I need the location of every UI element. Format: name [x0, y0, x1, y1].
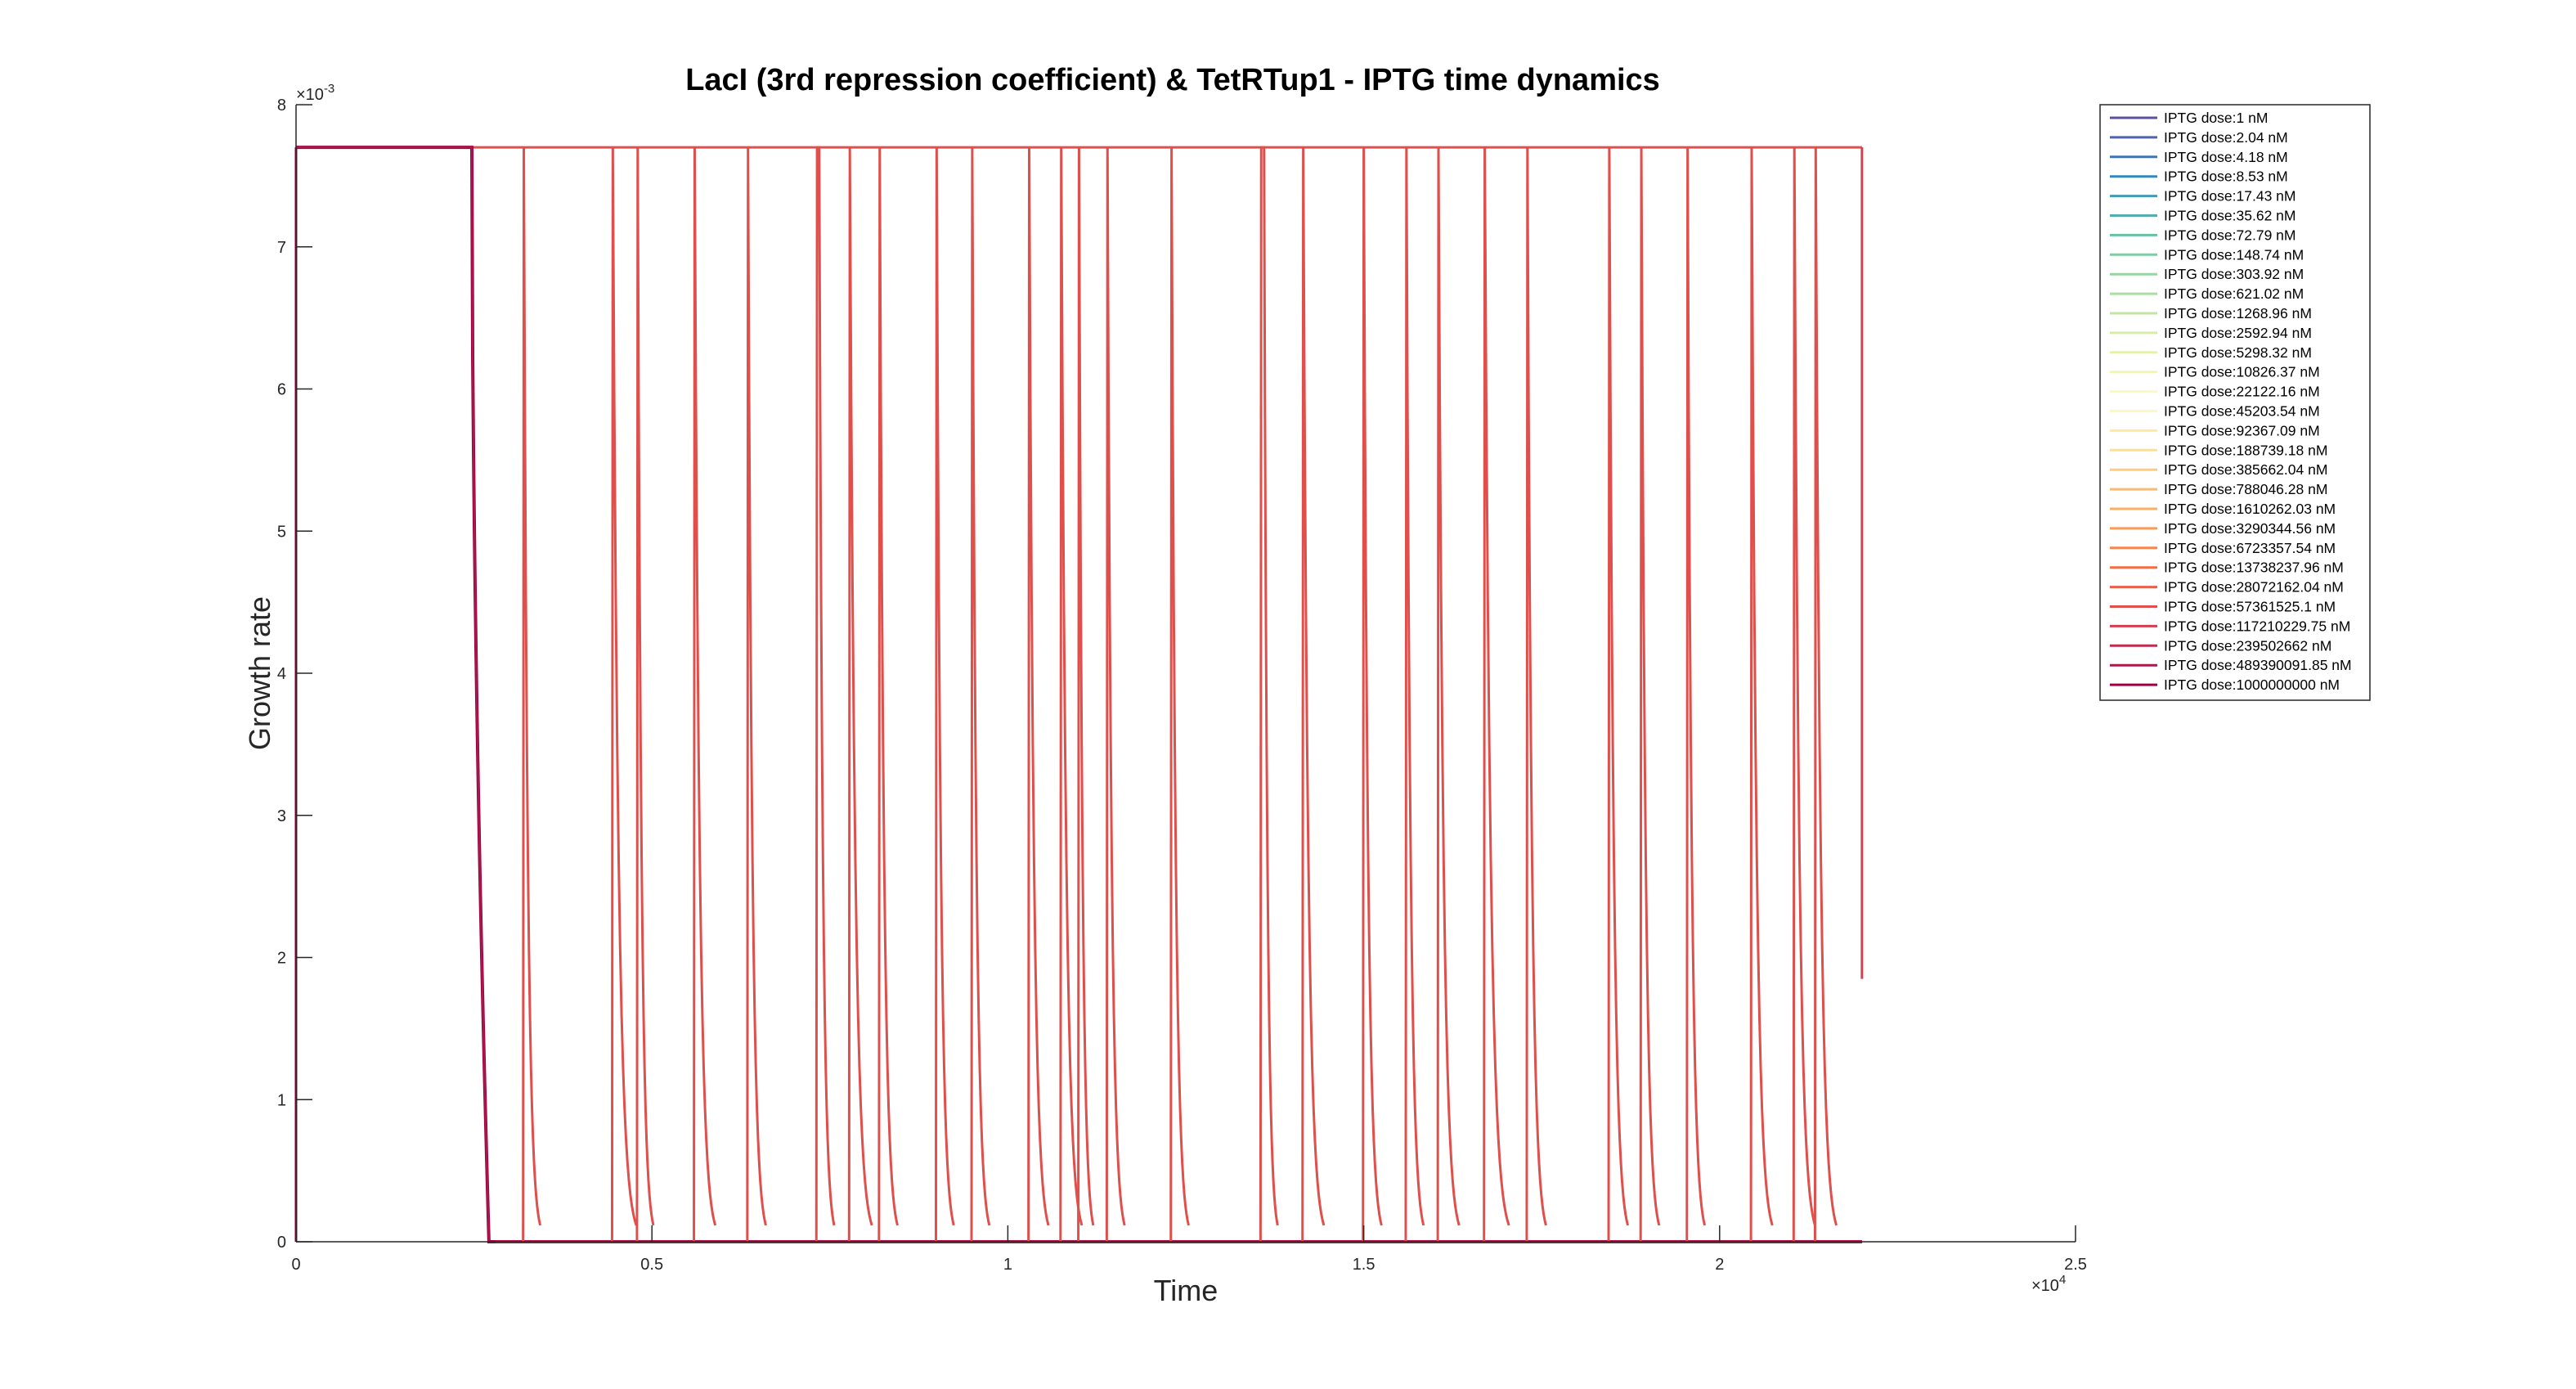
x-tick-label: 2: [1715, 1256, 1724, 1274]
x-axis-exponent: ×104: [2031, 1273, 2066, 1295]
series-line-pulse: [1105, 147, 1126, 1243]
x-tick-label: 0.5: [640, 1256, 663, 1274]
series-line-pulse: [1792, 147, 1816, 1243]
series-line-pulse: [1169, 147, 1190, 1243]
legend-entry-label: IPTG dose:148.74 nM: [2164, 246, 2304, 263]
series-line-pulse: [877, 147, 899, 1243]
x-axis-label: Time: [1154, 1274, 1218, 1307]
legend-entry-label: IPTG dose:10826.37 nM: [2164, 364, 2320, 380]
legend-entry-label: IPTG dose:35.62 nM: [2164, 208, 2296, 224]
series-line-pulse: [610, 147, 638, 1243]
x-tick-label: 1.5: [1353, 1256, 1376, 1274]
x-tick-label: 2.5: [2064, 1256, 2087, 1274]
legend-entry-label: IPTG dose:45203.54 nM: [2164, 403, 2320, 420]
legend-entry-label: IPTG dose:17.43 nM: [2164, 188, 2296, 205]
y-tick-label: 4: [277, 665, 286, 683]
legend-entry-label: IPTG dose:1000000000 nM: [2164, 677, 2340, 693]
legend: IPTG dose:1 nM IPTG dose:2.04 nM IPTG dose…: [2099, 104, 2371, 701]
legend-entry-label: IPTG dose:489390091.85 nM: [2164, 657, 2352, 673]
y-axis-label: Growth rate: [243, 596, 276, 750]
y-tick-label: 3: [277, 807, 286, 825]
series-line-pulse: [970, 147, 991, 1243]
series-line-pulse: [1813, 147, 1838, 1243]
legend-entry-label: IPTG dose:621.02 nM: [2164, 285, 2304, 302]
legend-entry-label: IPTG dose:2.04 nM: [2164, 129, 2288, 146]
series-line-pulse: [1362, 147, 1383, 1243]
legend-entry-label: IPTG dose:1610262.03 nM: [2164, 501, 2336, 517]
series-line-pulse: [1483, 147, 1510, 1243]
y-tick-label: 1: [277, 1091, 286, 1109]
legend-entry-label: IPTG dose:6723357.54 nM: [2164, 540, 2336, 556]
y-tick-label: 7: [277, 239, 286, 257]
legend-entry-label: IPTG dose:8.53 nM: [2164, 169, 2288, 185]
y-tick-label: 5: [277, 523, 286, 541]
x-axis-ticks: 0 0.5 1 1.5 2 2.5: [291, 1225, 2087, 1274]
legend-entry-label: IPTG dose:72.79 nM: [2164, 227, 2296, 243]
series-line-pulse: [522, 147, 542, 1243]
series-line-pulse: [1607, 147, 1629, 1243]
y-tick-label: 0: [277, 1234, 286, 1252]
series-line-pulse: [1301, 147, 1326, 1243]
series-lines: [294, 146, 1864, 1243]
legend-entry-label: IPTG dose:4.18 nM: [2164, 149, 2288, 165]
series-line-pulse: [815, 146, 836, 1243]
series-line-pulse: [693, 147, 717, 1243]
series-line-pulse: [1027, 147, 1050, 1243]
series-line-pulse: [1404, 147, 1425, 1243]
series-line-main-drop-overlay: [296, 146, 1862, 1243]
x-tick-label: 0: [291, 1256, 300, 1274]
legend-entry-label: IPTG dose:303.92 nM: [2164, 266, 2304, 282]
x-tick-label: 1: [1003, 1256, 1012, 1274]
legend-entry-label: IPTG dose:2592.94 nM: [2164, 325, 2312, 341]
y-tick-label: 2: [277, 950, 286, 968]
legend-entry-label: IPTG dose:57361525.1 nM: [2164, 599, 2336, 615]
legend-entry-label: IPTG dose:239502662 nM: [2164, 637, 2331, 654]
legend-entry-label: IPTG dose:5298.32 nM: [2164, 344, 2312, 361]
legend-entry-label: IPTG dose:22122.16 nM: [2164, 384, 2320, 400]
legend-entry-label: IPTG dose:1268.96 nM: [2164, 305, 2312, 321]
series-line-pulse: [1525, 147, 1547, 1243]
legend-entry-label: IPTG dose:13738237.96 nM: [2164, 560, 2344, 576]
legend-entry-label: IPTG dose:92367.09 nM: [2164, 422, 2320, 438]
legend-entry-label: IPTG dose:188739.18 nM: [2164, 442, 2327, 458]
series-line-pulse: [1639, 147, 1661, 1243]
y-axis-ticks: 0 1 2 3 4 5 6 7 8: [277, 97, 312, 1252]
legend-entry-label: IPTG dose:1 nM: [2164, 110, 2268, 126]
series-line-pulse: [1077, 147, 1095, 1243]
legend-items: IPTG dose:1 nM IPTG dose:2.04 nM IPTG dose…: [2110, 110, 2352, 693]
y-tick-label: 6: [277, 381, 286, 399]
series-line-pulse: [934, 147, 955, 1243]
y-tick-label: 8: [277, 97, 286, 115]
legend-entry-label: IPTG dose:3290344.56 nM: [2164, 520, 2336, 537]
plot-area: 0 0.5 1 1.5 2 2.5 0 1 2 3 4 5 6 7 8: [277, 97, 2087, 1274]
legend-entry-label: IPTG dose:28072162.04 nM: [2164, 579, 2344, 596]
series-line-pulse: [635, 147, 655, 1243]
y-axis-exponent: ×10-3: [296, 82, 334, 104]
axes-background: [296, 105, 2076, 1242]
series-line-pulse: [1749, 147, 1774, 1243]
legend-entry-label: IPTG dose:117210229.75 nM: [2164, 618, 2350, 634]
legend-box: [2099, 104, 2371, 701]
series-line-pulse: [847, 147, 873, 1243]
chart-title: LacI (3rd repression coefficient) & TetR…: [685, 63, 1660, 97]
series-line-pulse: [1436, 147, 1461, 1243]
series-line-pulse: [1259, 146, 1279, 1243]
legend-entry-label: IPTG dose:385662.04 nM: [2164, 461, 2327, 478]
series-line-pulse: [746, 147, 767, 1243]
legend-entry-label: IPTG dose:788046.28 nM: [2164, 481, 2327, 497]
series-line-pulse: [1685, 147, 1706, 1243]
